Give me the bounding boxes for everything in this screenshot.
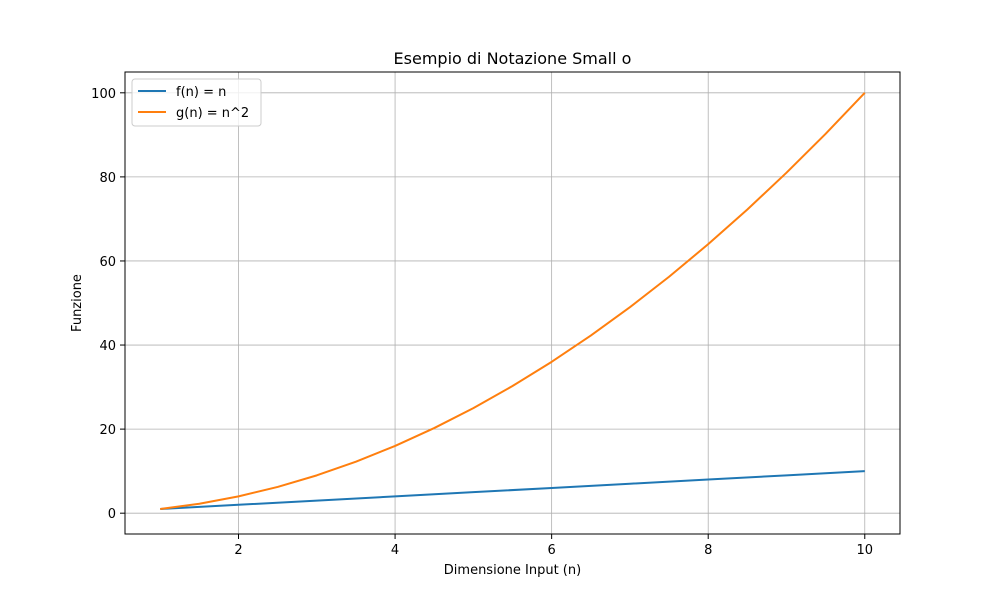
y-tick-label: 60 — [99, 255, 116, 270]
y-tick-label: 100 — [91, 87, 116, 102]
legend: f(n) = n g(n) = n^2 — [131, 78, 262, 127]
legend-label-g: g(n) = n^2 — [176, 106, 249, 121]
y-tick-label: 40 — [99, 339, 116, 354]
plot-frame — [124, 71, 901, 535]
x-tick-label: 2 — [234, 543, 242, 558]
y-tick-label: 0 — [108, 507, 116, 522]
y-tick-label: 80 — [99, 171, 116, 186]
legend-label-f: f(n) = n — [176, 85, 226, 100]
series-line-0 — [160, 470, 865, 510]
x-tick-label: 6 — [548, 543, 556, 558]
y-tick-label: 20 — [99, 423, 116, 438]
series-line-1 — [160, 92, 866, 510]
grid — [125, 72, 900, 534]
x-tick-label: 8 — [704, 543, 712, 558]
x-tick-label: 4 — [391, 543, 399, 558]
x-tick-label: 10 — [856, 543, 873, 558]
x-axis-label: Dimensione Input (n) — [444, 563, 581, 578]
x-axis: 2 4 6 8 10 — [234, 534, 873, 558]
y-axis: 0 20 40 60 80 100 — [91, 87, 125, 522]
series-lines — [160, 92, 866, 510]
y-axis-label: Funzione — [70, 274, 85, 332]
chart-title: Esempio di Notazione Small o — [394, 49, 632, 68]
